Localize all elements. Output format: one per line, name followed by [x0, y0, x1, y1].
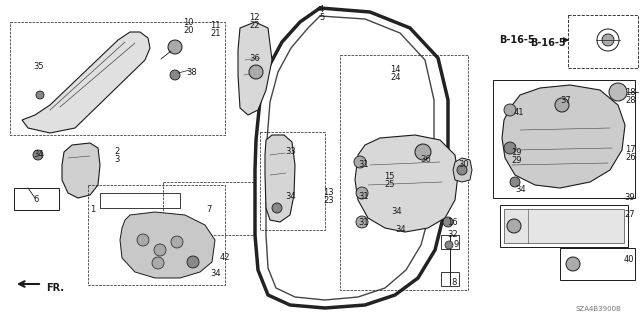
- Text: 23: 23: [323, 196, 333, 205]
- Circle shape: [33, 150, 43, 160]
- Polygon shape: [22, 32, 150, 133]
- Text: 17: 17: [625, 145, 636, 154]
- Text: 22: 22: [249, 21, 259, 30]
- Text: 40: 40: [624, 255, 634, 264]
- Text: 34: 34: [33, 150, 44, 159]
- Circle shape: [171, 236, 183, 248]
- Text: 8: 8: [451, 278, 456, 287]
- Circle shape: [356, 216, 368, 228]
- Text: 31: 31: [358, 218, 369, 227]
- Circle shape: [272, 203, 282, 213]
- Text: 34: 34: [285, 192, 296, 201]
- Text: 30: 30: [458, 160, 468, 169]
- Circle shape: [36, 91, 44, 99]
- Text: 34: 34: [391, 207, 402, 216]
- Circle shape: [510, 177, 520, 187]
- Bar: [441, 235, 459, 249]
- Circle shape: [356, 187, 368, 199]
- Bar: [100, 193, 180, 208]
- Circle shape: [154, 244, 166, 256]
- Text: 11: 11: [210, 21, 221, 30]
- Circle shape: [137, 234, 149, 246]
- Text: 24: 24: [390, 73, 401, 82]
- Text: 37: 37: [560, 96, 571, 105]
- Circle shape: [152, 257, 164, 269]
- Text: 26: 26: [625, 153, 636, 162]
- Text: 20: 20: [183, 26, 193, 35]
- Text: 3: 3: [114, 155, 120, 164]
- Text: B-16-5: B-16-5: [499, 35, 535, 45]
- Text: 35: 35: [33, 62, 44, 71]
- Text: 25: 25: [384, 180, 394, 189]
- Text: 18: 18: [625, 88, 636, 97]
- Text: SZA4B3900B: SZA4B3900B: [576, 306, 622, 312]
- Circle shape: [457, 165, 467, 175]
- Text: 6: 6: [33, 195, 38, 204]
- Text: FR.: FR.: [46, 283, 64, 293]
- Text: 27: 27: [624, 210, 635, 219]
- Text: 16: 16: [447, 218, 458, 227]
- Bar: [500, 205, 628, 247]
- Circle shape: [609, 83, 627, 101]
- Circle shape: [555, 98, 569, 112]
- Text: 42: 42: [220, 253, 230, 262]
- Circle shape: [443, 217, 453, 227]
- Circle shape: [354, 156, 366, 168]
- Bar: [504, 209, 624, 243]
- Text: 38: 38: [186, 68, 196, 77]
- Text: 13: 13: [323, 188, 333, 197]
- Polygon shape: [355, 135, 458, 232]
- Text: 34: 34: [395, 225, 406, 234]
- Text: 15: 15: [384, 172, 394, 181]
- Bar: [560, 248, 635, 280]
- Polygon shape: [265, 135, 295, 222]
- Text: 4: 4: [319, 5, 324, 14]
- Circle shape: [602, 34, 614, 46]
- Text: 34: 34: [210, 269, 221, 278]
- Circle shape: [504, 104, 516, 116]
- Text: 31: 31: [358, 160, 369, 169]
- Circle shape: [187, 256, 199, 268]
- Circle shape: [445, 241, 453, 249]
- Text: 32: 32: [447, 230, 458, 239]
- Text: 41: 41: [514, 108, 525, 117]
- Text: 21: 21: [210, 29, 221, 38]
- Text: 10: 10: [183, 18, 193, 27]
- Circle shape: [507, 219, 521, 233]
- Text: 2: 2: [114, 147, 119, 156]
- Circle shape: [249, 65, 263, 79]
- Text: B-16-5: B-16-5: [530, 38, 566, 48]
- Text: 39: 39: [624, 193, 635, 202]
- Polygon shape: [120, 212, 215, 278]
- Text: 36: 36: [249, 54, 260, 63]
- Circle shape: [170, 70, 180, 80]
- Circle shape: [566, 257, 580, 271]
- Polygon shape: [62, 143, 100, 198]
- Bar: [14, 188, 59, 210]
- Polygon shape: [453, 158, 472, 182]
- Text: 14: 14: [390, 65, 401, 74]
- Text: 33: 33: [285, 147, 296, 156]
- Bar: [441, 272, 459, 286]
- Text: 19: 19: [511, 148, 522, 157]
- Text: 29: 29: [511, 156, 522, 165]
- Text: 1: 1: [90, 205, 95, 214]
- Text: 36: 36: [420, 155, 431, 164]
- Text: 7: 7: [206, 205, 211, 214]
- Circle shape: [415, 144, 431, 160]
- Circle shape: [168, 40, 182, 54]
- Text: 12: 12: [249, 13, 259, 22]
- Text: 31: 31: [358, 192, 369, 201]
- Text: 28: 28: [625, 96, 636, 105]
- Polygon shape: [238, 22, 272, 115]
- Text: 5: 5: [319, 13, 324, 22]
- Text: 34: 34: [515, 185, 525, 194]
- Text: 9: 9: [454, 240, 460, 249]
- Circle shape: [504, 142, 516, 154]
- Polygon shape: [502, 85, 625, 188]
